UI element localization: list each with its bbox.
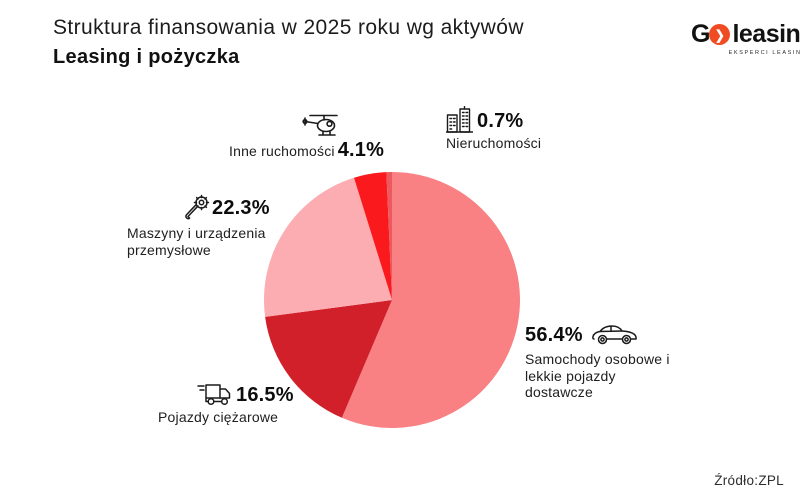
pie-segment	[263, 177, 392, 317]
pie-chart	[252, 160, 532, 440]
pie-segment	[341, 172, 520, 428]
pie-segment	[265, 300, 392, 418]
logo-o-chevron-icon: ❯	[709, 24, 731, 45]
page-subtitle: Leasing i pożyczka	[53, 46, 240, 68]
go-leasing-logo: G ❯ leasing ® EKSPERCI LEASINGU	[691, 20, 800, 56]
segment-value: 16.5%	[236, 383, 294, 406]
pie-segment	[386, 171, 392, 300]
segment-label: Pojazdy ciężarowe	[158, 409, 279, 425]
segment-label: Nieruchomości	[446, 135, 542, 151]
buildings-icon	[445, 105, 474, 135]
label-nieruchomosci: 0.7% Nieruchomości	[445, 105, 542, 152]
gear-wrench-icon	[183, 193, 211, 222]
label-samochody: 56.4% Samochody osobowe i lekkie pojazdy…	[525, 322, 677, 401]
truck-icon	[196, 381, 233, 408]
segment-value: 22.3%	[212, 196, 270, 219]
logo-letter-g: G	[691, 20, 710, 48]
pie-segment	[353, 172, 392, 300]
logo-name: leasing	[732, 20, 800, 48]
segment-label: Inne ruchomości	[229, 143, 335, 160]
segment-label: Samochody osobowe i lekkie pojazdy dosta…	[525, 351, 670, 401]
header: Struktura finansowania w 2025 roku wg ak…	[53, 16, 524, 69]
page-title: Struktura finansowania w 2025 roku wg ak…	[53, 16, 524, 39]
segment-value: 4.1%	[337, 139, 385, 161]
pie-chart-svg	[263, 171, 520, 428]
segment-value: 56.4%	[525, 323, 583, 346]
car-icon	[591, 322, 638, 347]
label-maszyny: 22.3% Maszyny i urządzenia przemysłowe	[127, 193, 279, 258]
segment-label: Maszyny i urządzenia przemysłowe	[127, 225, 266, 258]
source-note: Źródło:ZPL	[714, 473, 784, 488]
logo-wordmark: G ❯ leasing ®	[691, 20, 800, 49]
segment-value: 0.7%	[477, 109, 524, 132]
label-pojazdy-ciezarowe: 16.5% Pojazdy ciężarowe	[158, 381, 308, 426]
helicopter-icon	[301, 112, 384, 139]
label-inne-ruchomosci: Inne ruchomości 4.1%	[229, 112, 384, 160]
logo-tagline: EKSPERCI LEASINGU	[728, 50, 800, 56]
